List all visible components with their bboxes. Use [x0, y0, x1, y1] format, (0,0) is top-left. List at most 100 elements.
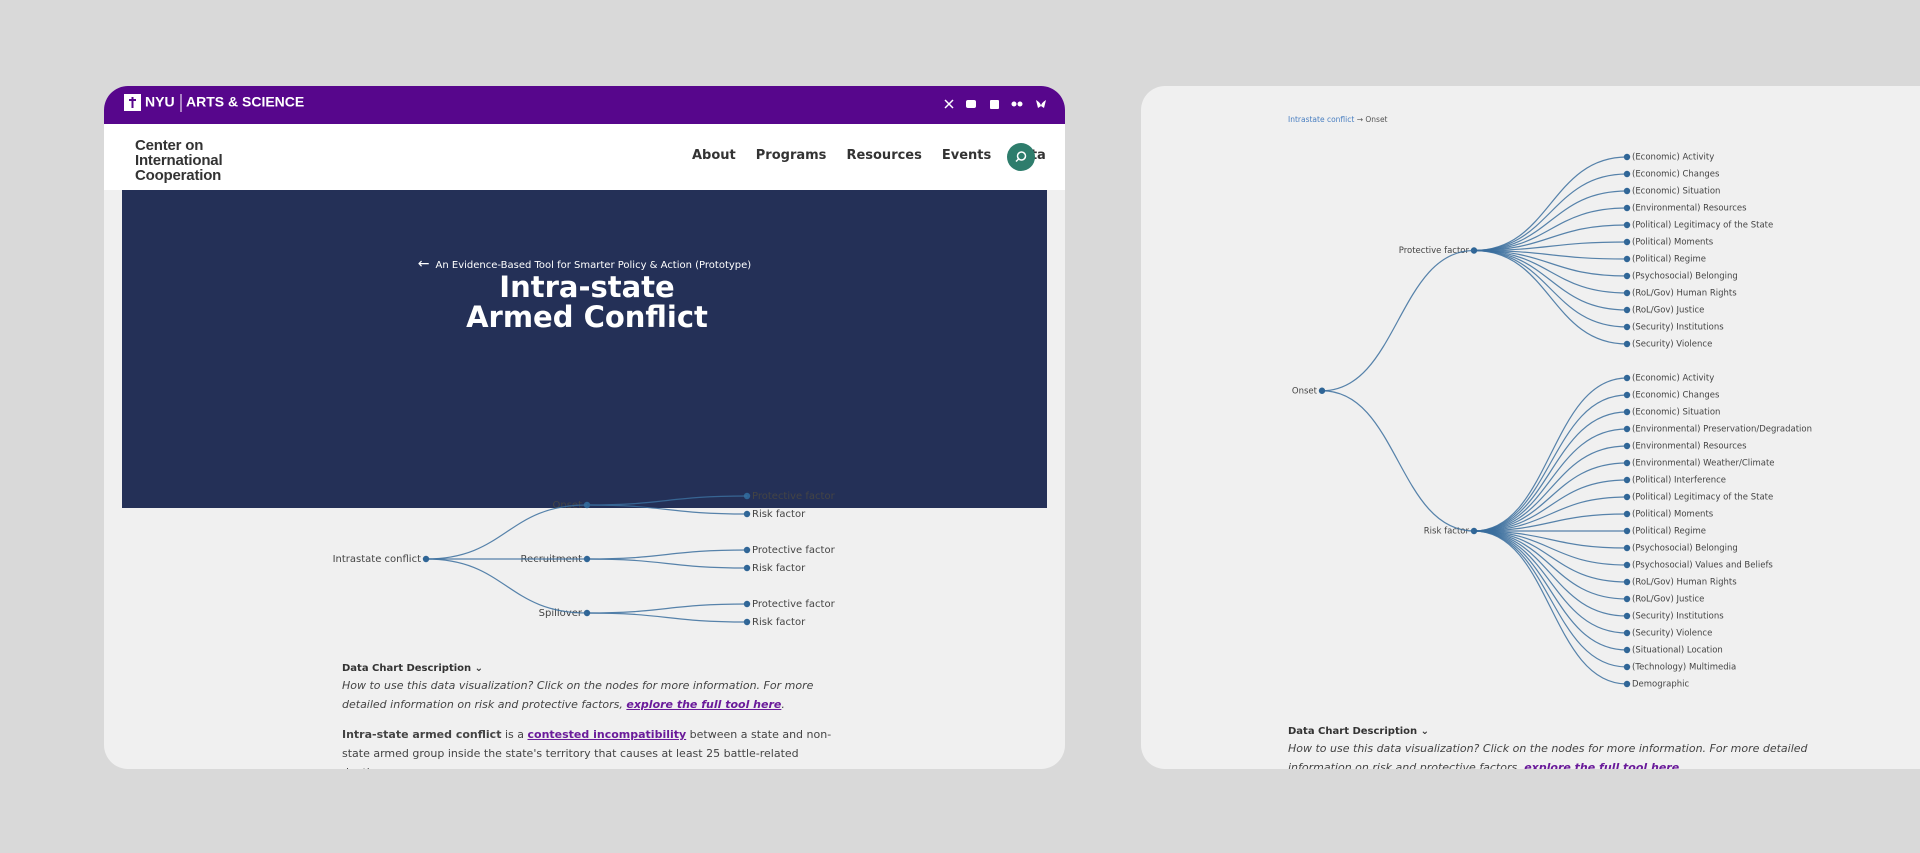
link: [1473, 530, 1628, 549]
node-label[interactable]: (Environmental) Preservation/Degradation: [1632, 425, 1812, 435]
toggle-label[interactable]: Data Chart Description: [1288, 726, 1418, 737]
link: [1473, 445, 1628, 532]
site-logo[interactable]: Center on International Cooperation: [135, 137, 223, 184]
hero: [122, 190, 1047, 508]
toggle-label[interactable]: Data Chart Description: [342, 663, 472, 674]
node-label[interactable]: (Security) Violence: [1632, 340, 1712, 350]
node-label[interactable]: (Economic) Activity: [1632, 374, 1714, 384]
node-label[interactable]: Risk factor: [752, 509, 806, 520]
link: [1321, 390, 1475, 532]
node-label[interactable]: (Psychosocial) Belonging: [1632, 544, 1738, 554]
node-label[interactable]: (Political) Regime: [1632, 527, 1706, 537]
node-label[interactable]: Risk factor: [752, 563, 806, 574]
link: [1473, 377, 1628, 532]
node-label[interactable]: Spillover: [539, 608, 583, 619]
back-link[interactable]: ← An Evidence-Based Tool for Smarter Poli…: [122, 256, 1047, 272]
description-toggle[interactable]: Data Chart Description ⌄: [1288, 726, 1430, 737]
node-label[interactable]: (Security) Institutions: [1632, 612, 1724, 622]
node-label[interactable]: Protective factor: [752, 491, 836, 502]
node-label[interactable]: (Environmental) Resources: [1632, 442, 1747, 452]
link: [1473, 249, 1628, 328]
link: [1473, 249, 1628, 294]
linkedin-icon[interactable]: [990, 100, 999, 109]
link: [1473, 530, 1628, 617]
node-label[interactable]: (Environmental) Weather/Climate: [1632, 459, 1775, 469]
link: [1473, 530, 1628, 685]
node-label[interactable]: Onset: [1292, 386, 1318, 396]
node-label[interactable]: (Political) Regime: [1632, 255, 1706, 265]
node-label[interactable]: Risk factor: [1424, 527, 1470, 537]
node-label[interactable]: (Political) Legitimacy of the State: [1632, 493, 1773, 503]
node-label[interactable]: (Economic) Situation: [1632, 408, 1720, 418]
link: [1473, 530, 1628, 651]
body-text-1: is a: [501, 728, 528, 741]
node-label[interactable]: (RoL/Gov) Human Rights: [1632, 289, 1737, 299]
node-label[interactable]: (Economic) Changes: [1632, 170, 1720, 180]
link: [1473, 496, 1628, 532]
node-label[interactable]: Intrastate conflict: [333, 554, 421, 565]
node-label[interactable]: (Political) Interference: [1632, 476, 1726, 486]
link: [586, 558, 748, 569]
node-label[interactable]: (Psychosocial) Belonging: [1632, 272, 1738, 282]
breadcrumb-link[interactable]: Intrastate conflict: [1288, 115, 1355, 124]
link: [1473, 249, 1628, 345]
node-label[interactable]: (RoL/Gov) Justice: [1632, 595, 1704, 605]
description-toggle[interactable]: Data Chart Description ⌄: [342, 663, 484, 674]
node[interactable]: [422, 555, 430, 563]
youtube-icon[interactable]: [966, 100, 976, 108]
node[interactable]: [1318, 387, 1326, 394]
link: [425, 504, 588, 560]
node-label[interactable]: (Economic) Changes: [1632, 391, 1720, 401]
link: [1321, 249, 1475, 392]
back-link-text[interactable]: An Evidence-Based Tool for Smarter Polic…: [435, 260, 752, 271]
node-label[interactable]: (Technology) Multimedia: [1632, 663, 1736, 673]
nav-item[interactable]: Resources: [846, 148, 922, 163]
node-label[interactable]: (Political) Moments: [1632, 510, 1714, 520]
node-label[interactable]: Demographic: [1632, 680, 1689, 690]
node-label[interactable]: (Situational) Location: [1632, 646, 1723, 656]
university-bar-graphics: NYU ARTS & SCIENCE: [124, 94, 1046, 112]
link: [586, 549, 748, 560]
tool-link[interactable]: explore the full tool here: [626, 697, 782, 711]
link: [1473, 394, 1628, 532]
incompatibility-link[interactable]: contested incompatibility: [527, 728, 687, 741]
nav-menu: AboutProgramsResourcesEventsData: [692, 148, 1046, 163]
school[interactable]: ARTS & SCIENCE: [186, 94, 304, 110]
node-label[interactable]: (RoL/Gov) Justice: [1632, 306, 1704, 316]
link: [1473, 530, 1628, 634]
breadcrumb: Intrastate conflict → Onset: [1288, 115, 1388, 124]
node-label[interactable]: (Security) Violence: [1632, 629, 1712, 639]
link: [586, 504, 748, 515]
node-label[interactable]: (Economic) Situation: [1632, 187, 1720, 197]
search-button[interactable]: [1007, 143, 1035, 171]
node-label[interactable]: (Political) Moments: [1632, 238, 1714, 248]
term: Intra-state armed conflict: [342, 728, 502, 741]
node-label[interactable]: Protective factor: [752, 599, 836, 610]
nav-item[interactable]: Events: [941, 148, 992, 163]
nav-item[interactable]: About: [692, 148, 736, 163]
node-label[interactable]: (Psychosocial) Values and Beliefs: [1632, 561, 1773, 571]
node-label[interactable]: Risk factor: [752, 617, 806, 628]
link: [1473, 249, 1628, 311]
detail-card: Intrastate conflict → Onset (Economic) A…: [1141, 86, 1920, 769]
node-label[interactable]: (Economic) Activity: [1632, 153, 1714, 163]
node-label[interactable]: (Environmental) Resources: [1632, 204, 1747, 214]
nav-item[interactable]: Programs: [755, 148, 827, 163]
link: [1473, 428, 1628, 532]
node-label[interactable]: Protective factor: [1399, 246, 1470, 256]
node-label[interactable]: Onset: [553, 500, 583, 511]
node-label[interactable]: (Political) Legitimacy of the State: [1632, 221, 1773, 231]
link: [1473, 530, 1628, 583]
node-label[interactable]: (RoL/Gov) Human Rights: [1632, 578, 1737, 588]
link: [1473, 224, 1628, 252]
flickr-icon: [1017, 101, 1023, 107]
node-label[interactable]: (Security) Institutions: [1632, 323, 1724, 333]
x-icon[interactable]: [944, 99, 954, 109]
tool-link[interactable]: explore the full tool here: [1524, 760, 1680, 770]
brand[interactable]: NYU: [145, 94, 175, 110]
link: [1473, 156, 1628, 252]
flickr-icon[interactable]: [1011, 101, 1017, 107]
bluesky-icon[interactable]: [1036, 100, 1046, 108]
node-label[interactable]: Protective factor: [752, 545, 836, 556]
